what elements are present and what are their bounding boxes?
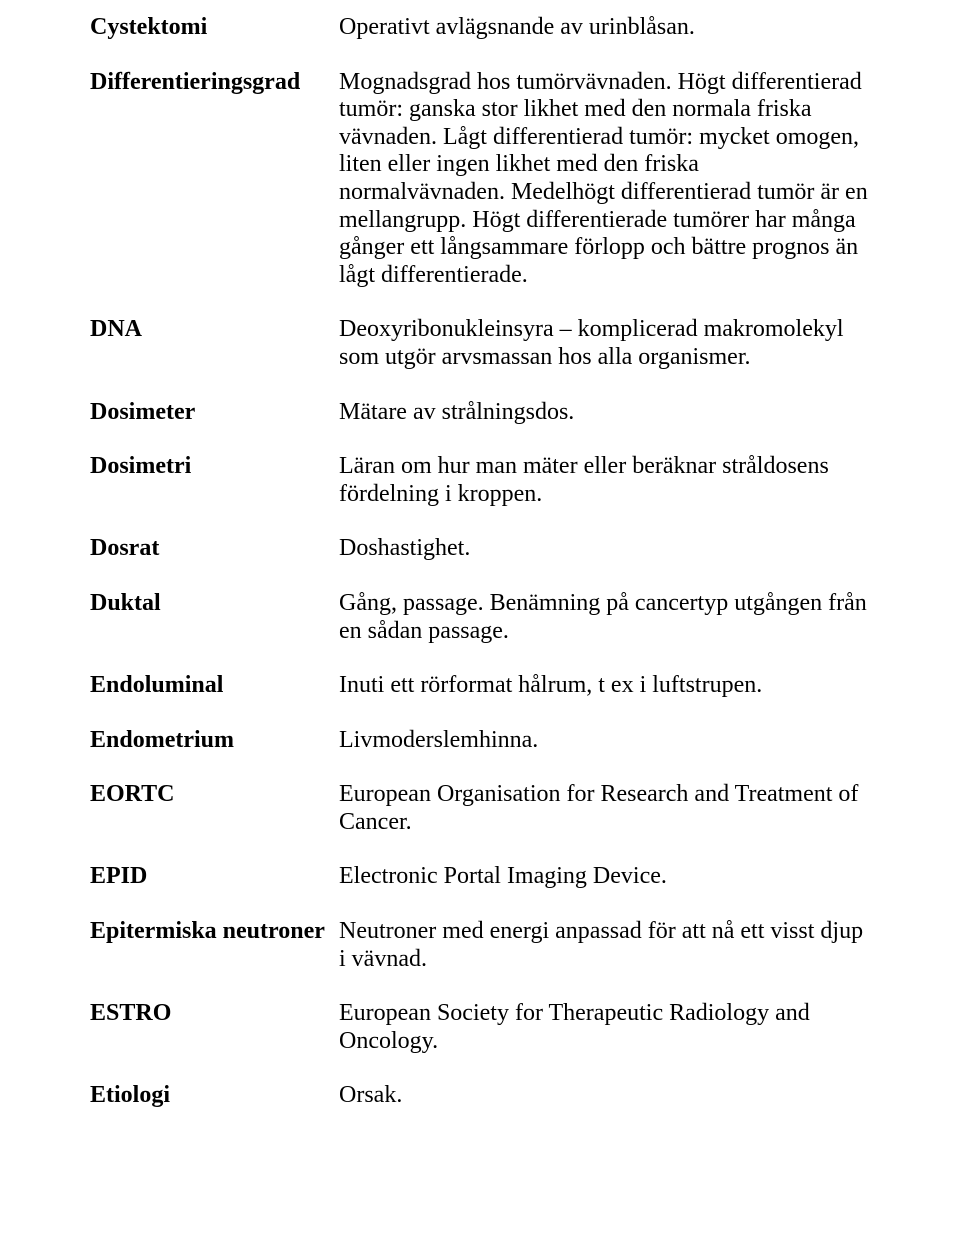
glossary-entry: DuktalGång, passage. Benämning på cancer… [90,590,870,645]
glossary-term: Dosimeter [90,399,339,427]
glossary-entry: EndoluminalInuti ett rörformat hålrum, t… [90,672,870,700]
glossary-entry: DosimeterMätare av strålningsdos. [90,399,870,427]
glossary-term: ESTRO [90,1000,339,1028]
glossary-definition: Livmoderslemhinna. [339,727,870,755]
glossary-term: EPID [90,863,339,891]
glossary-entry: EORTCEuropean Organisation for Research … [90,781,870,836]
glossary-term: Duktal [90,590,339,618]
glossary-definition: European Organisation for Research and T… [339,781,870,836]
glossary-entry: Epitermiska neutronerNeutroner med energ… [90,918,870,973]
glossary-term: Dosimetri [90,453,339,481]
glossary-definition: Mätare av strålningsdos. [339,399,870,427]
glossary-entry: ESTROEuropean Society for Therapeutic Ra… [90,1000,870,1055]
glossary-definition: Inuti ett rörformat hålrum, t ex i lufts… [339,672,870,700]
glossary-term: Dosrat [90,535,339,563]
glossary-definition: Operativt avlägsnande av urinblåsan. [339,14,870,42]
glossary-entry: DifferentieringsgradMognadsgrad hos tumö… [90,69,870,290]
glossary-term: Epitermiska neutroner [90,918,339,946]
glossary-entry: EtiologiOrsak. [90,1082,870,1110]
glossary-definition: Electronic Portal Imaging Device. [339,863,870,891]
glossary-term: Endoluminal [90,672,339,700]
glossary-term: Cystektomi [90,14,339,42]
glossary-entry: DosimetriLäran om hur man mäter eller be… [90,453,870,508]
glossary-definition: Orsak. [339,1082,870,1110]
glossary-entry: DNADeoxyribonukleinsyra – komplicerad ma… [90,316,870,371]
glossary-definition: Doshastighet. [339,535,870,563]
glossary-entry: DosratDoshastighet. [90,535,870,563]
glossary-term: Etiologi [90,1082,339,1110]
glossary-definition: Neutroner med energi anpassad för att nå… [339,918,870,973]
glossary-term: EORTC [90,781,339,809]
glossary-entry: EPIDElectronic Portal Imaging Device. [90,863,870,891]
glossary-definition: Deoxyribonukleinsyra – komplicerad makro… [339,316,870,371]
glossary-term: Endometrium [90,727,339,755]
glossary-definition: Läran om hur man mäter eller beräknar st… [339,453,870,508]
glossary-term: Differentieringsgrad [90,69,339,97]
glossary-entry: EndometriumLivmoderslemhinna. [90,727,870,755]
glossary-list: CystektomiOperativt avlägsnande av urinb… [90,14,870,1110]
glossary-entry: CystektomiOperativt avlägsnande av urinb… [90,14,870,42]
glossary-definition: European Society for Therapeutic Radiolo… [339,1000,870,1055]
glossary-term: DNA [90,316,339,344]
glossary-definition: Gång, passage. Benämning på cancertyp ut… [339,590,870,645]
glossary-definition: Mognadsgrad hos tumörvävnaden. Högt diff… [339,69,870,290]
